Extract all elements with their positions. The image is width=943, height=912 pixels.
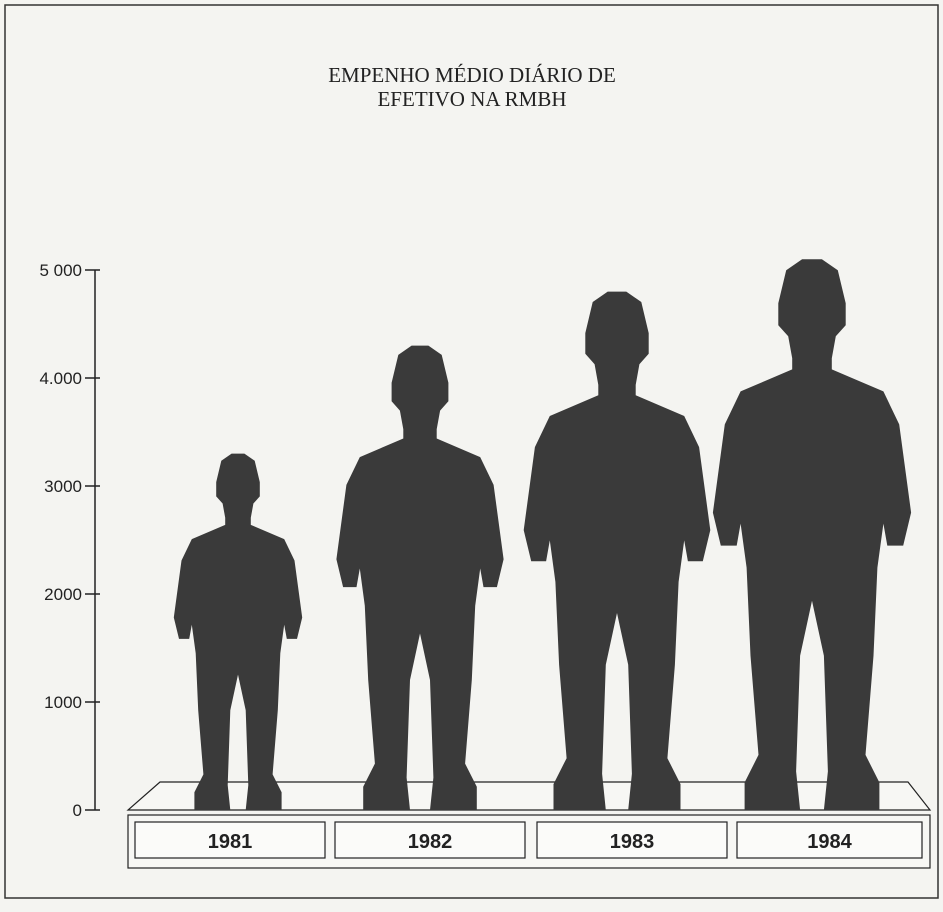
y-tick-label: 0 (73, 801, 82, 820)
y-tick-label: 3000 (44, 477, 82, 496)
x-tick-label: 1983 (610, 831, 655, 853)
chart-title: EMPENHO MÉDIO DIÁRIO DE (328, 63, 616, 87)
x-tick-label: 1982 (408, 831, 453, 853)
y-tick-label: 2000 (44, 585, 82, 604)
x-tick-label: 1984 (807, 831, 852, 853)
y-tick-label: 1000 (44, 693, 82, 712)
chart-subtitle: EFETIVO NA RMBH (377, 87, 566, 111)
x-tick-label: 1981 (208, 831, 253, 853)
y-tick-label: 5 000 (39, 261, 82, 280)
y-tick-label: 4.000 (39, 369, 82, 388)
chart: EMPENHO MÉDIO DIÁRIO DE EFETIVO NA RMBH … (0, 0, 943, 912)
